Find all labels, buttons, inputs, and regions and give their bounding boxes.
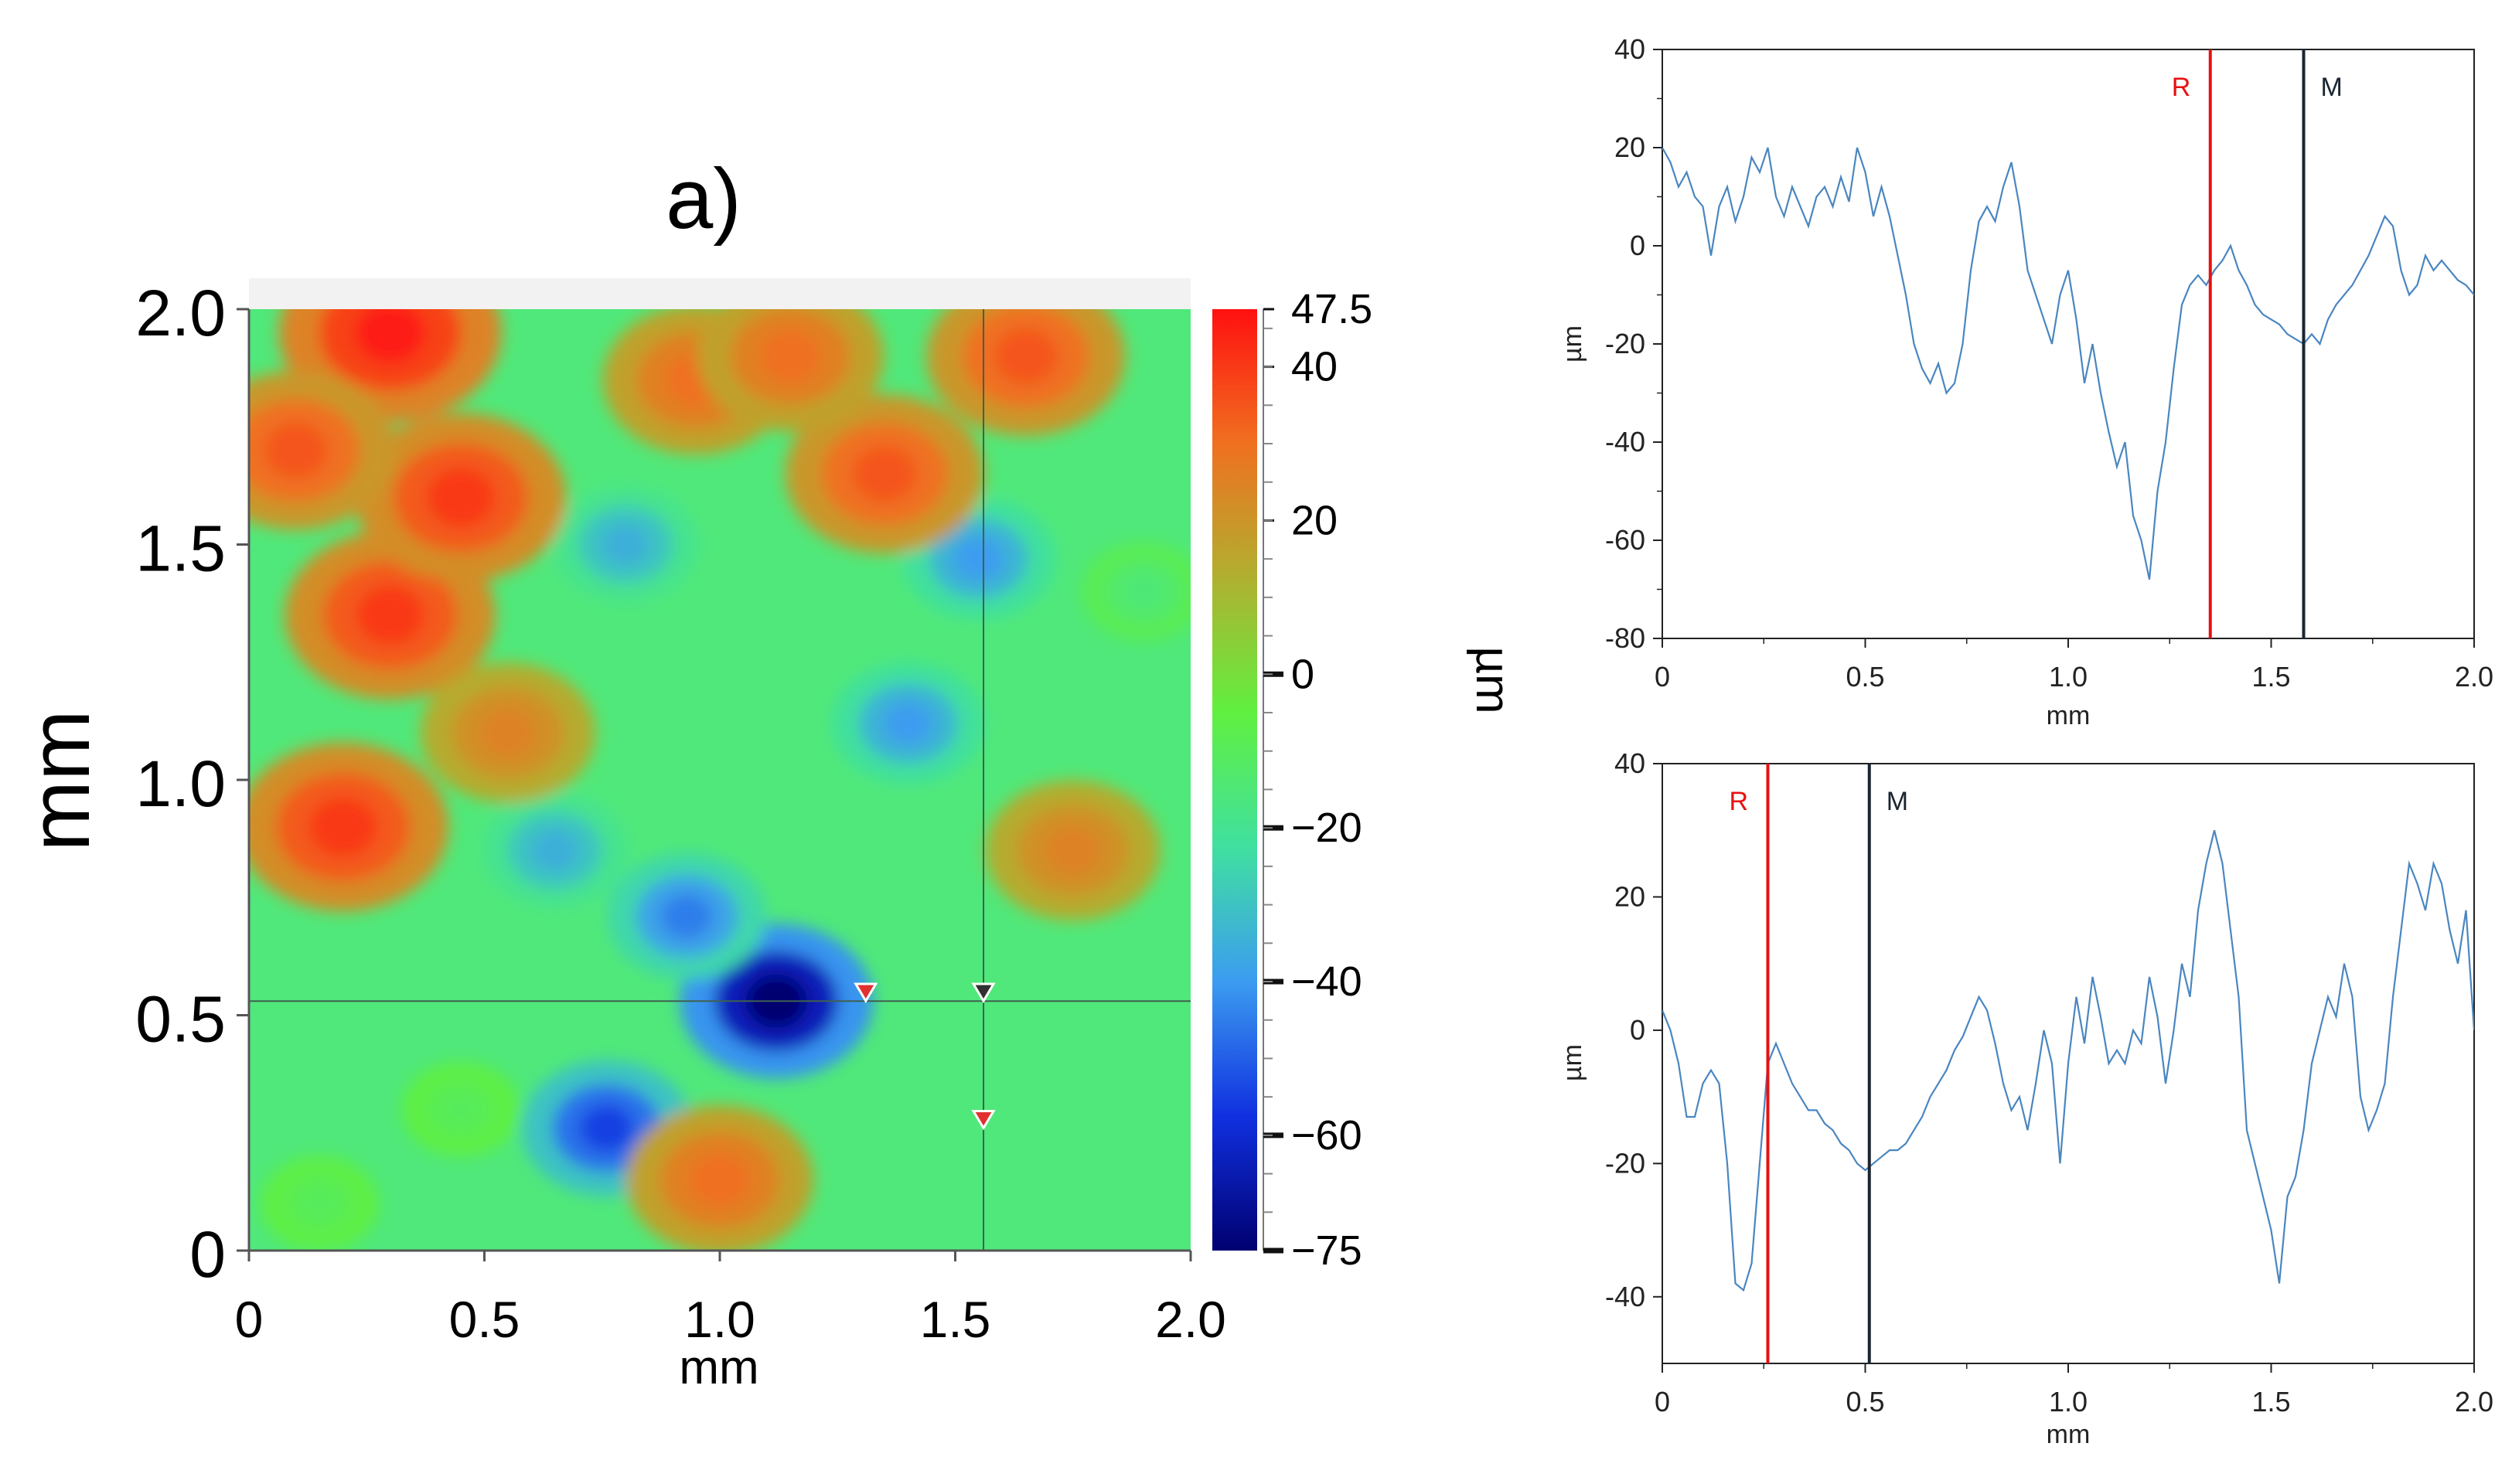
heatmap-plot-area (249, 309, 1191, 1251)
heatmap-x-label: mm (679, 1341, 758, 1394)
y-tick-label: 0 (1630, 230, 1645, 261)
heatmap-blob (1123, 574, 1164, 609)
y-tick-label: -20 (1605, 1147, 1645, 1179)
heatmap-title: a) (666, 151, 741, 247)
colorbar-tick-label: 20 (1291, 497, 1338, 543)
heatmap-blob (853, 446, 917, 502)
heatmap-blob (479, 708, 537, 757)
y-tick-label: -40 (1605, 426, 1645, 458)
y-tick-label: 1.5 (135, 512, 226, 585)
y-tick-label: 20 (1614, 131, 1645, 163)
vline-label-m: M (1887, 787, 1908, 816)
profile-top-series (1662, 147, 2474, 580)
x-tick-label: 1.0 (684, 1291, 755, 1348)
x-tick-label: 1.5 (920, 1291, 991, 1348)
y-tick-label: -60 (1605, 524, 1645, 556)
colorbar-tick-label: −40 (1291, 958, 1362, 1005)
heatmap-blob (690, 1153, 750, 1207)
marker-triangle (854, 982, 878, 1003)
vline-label-r: R (2172, 73, 2191, 102)
vline-label-m: M (2321, 73, 2343, 102)
x-tick-label: 0 (1655, 1386, 1670, 1418)
profile-top-y-label: µm (1558, 325, 1587, 362)
vline-label-r: R (1730, 787, 1749, 816)
x-tick-label: 0.5 (1846, 661, 1884, 693)
x-tick-label: 0.5 (449, 1291, 520, 1348)
y-tick-label: 2.0 (135, 277, 226, 349)
profile-top-frame (1662, 49, 2475, 639)
heatmap-blob (661, 893, 713, 939)
colorbar (1212, 309, 1257, 1251)
colorbar-tick-label: 0 (1291, 651, 1314, 697)
colorbar-tick-label: −75 (1291, 1227, 1362, 1274)
heatmap-blob (309, 797, 377, 857)
x-tick-label: 2.0 (2455, 661, 2493, 693)
x-tick-label: 2.0 (2455, 1386, 2493, 1418)
profile-bottom-y-label: µm (1558, 1044, 1587, 1081)
heatmap-x-ticks: 0 0.5 1.0 1.5 2.0 (235, 1251, 1226, 1348)
colorbar-tick-label: −60 (1291, 1112, 1362, 1159)
marker-triangle (971, 1109, 996, 1131)
heatmap-blob (1045, 825, 1101, 876)
heatmap-blob (760, 330, 821, 383)
heatmap-frame-shade (249, 278, 1191, 309)
y-tick-label: 1.0 (135, 747, 226, 820)
heatmap-blob (602, 523, 649, 566)
heatmap-features (249, 309, 1191, 1251)
colorbar-label: µm (1466, 646, 1519, 713)
colorbar-tick-label: 40 (1291, 344, 1338, 390)
y-tick-label: 40 (1614, 33, 1645, 65)
heatmap-markers (854, 982, 996, 1131)
heatmap-crosshair (249, 309, 1191, 1251)
x-tick-label: 1.5 (2251, 661, 2290, 693)
heatmap-blob (356, 585, 424, 645)
heatmap-blob (427, 468, 495, 527)
profile-bottom-x-label: mm (2047, 1420, 2091, 1449)
colorbar-tick-label: 47.5 (1291, 286, 1372, 332)
heatmap-blob (579, 1104, 635, 1152)
colorbar-tick-label: −20 (1291, 805, 1362, 851)
heatmap-y-ticks: 0 0.5 1.0 1.5 2.0 (135, 277, 249, 1291)
marker-triangle (971, 982, 996, 1003)
heatmap-blob (954, 537, 1004, 580)
profile-bottom-series (1662, 829, 2474, 1292)
x-tick-label: 1.5 (2251, 1386, 2290, 1418)
y-tick-label: 40 (1614, 747, 1645, 779)
y-tick-label: 0 (1630, 1014, 1645, 1046)
y-tick-label: 20 (1614, 880, 1645, 912)
heatmap-blob (531, 829, 579, 871)
y-tick-label: -80 (1605, 622, 1645, 654)
profile-top-x-label: mm (2047, 701, 2091, 730)
y-tick-label: -20 (1605, 328, 1645, 359)
x-tick-label: 0.5 (1846, 1386, 1884, 1418)
y-tick-label: -40 (1605, 1281, 1645, 1312)
heatmap-blob (994, 328, 1058, 384)
heatmap-blob (441, 1092, 480, 1126)
x-tick-label: 2.0 (1155, 1291, 1226, 1348)
heatmap-blob (354, 309, 426, 364)
y-tick-label: 0.5 (135, 983, 226, 1056)
heatmap-blob (300, 1186, 339, 1220)
profile-bottom-ticks: 0 0.5 1.0 1.5 2.0 40 20 0 -20 -40 (1605, 747, 2493, 1418)
y-tick-label: 0 (189, 1218, 226, 1291)
heatmap-panel: a) 0 0.5 1.0 1.5 2.0 0 0.5 1.0 1.5 2.0 mm mm 47.… (12, 151, 1519, 1394)
heatmap-blob (884, 702, 933, 745)
x-tick-label: 1.0 (2049, 1386, 2088, 1418)
x-tick-label: 0 (235, 1291, 264, 1348)
x-tick-label: 1.0 (2049, 661, 2088, 693)
colorbar-ticks: 47.5 40 20 0 −20 −40 −60 −75 (1263, 286, 1372, 1274)
profile-top-ticks: 0 0.5 1.0 1.5 2.0 40 20 0 -20 -40 -60 -80 (1605, 33, 2493, 693)
x-tick-label: 0 (1655, 661, 1670, 693)
heatmap-y-label: mm (12, 710, 107, 851)
heatmap-blob (264, 422, 329, 478)
